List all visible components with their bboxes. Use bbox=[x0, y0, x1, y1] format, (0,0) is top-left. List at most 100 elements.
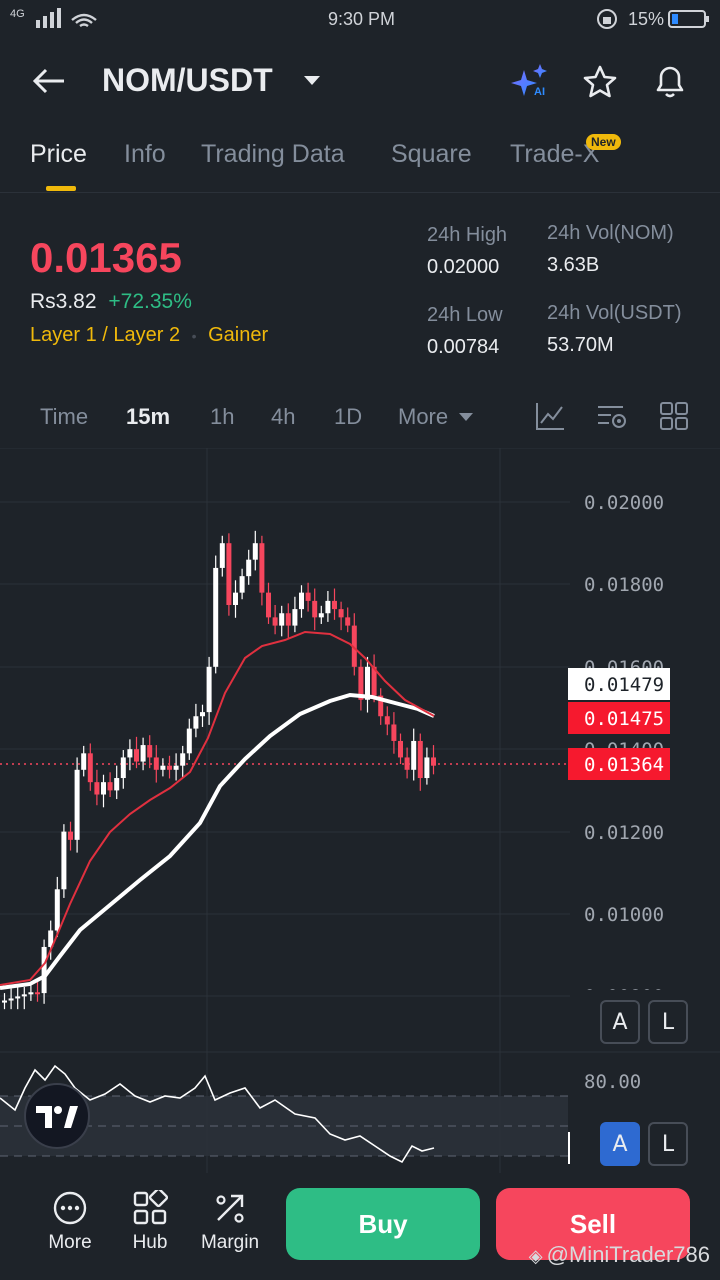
candle-body bbox=[305, 592, 311, 601]
svg-text:AI: AI bbox=[534, 86, 545, 98]
interval-1d[interactable]: 1D bbox=[334, 404, 363, 429]
rsi-auto-toggle[interactable]: A bbox=[600, 1122, 640, 1166]
ai-sparkle-icon[interactable]: AI bbox=[510, 62, 550, 102]
chevron-down-icon[interactable] bbox=[458, 412, 474, 424]
nav-more[interactable]: More bbox=[25, 1190, 115, 1254]
tag-gainer[interactable]: Gainer bbox=[208, 324, 269, 346]
candle-body bbox=[61, 831, 67, 890]
chart-canvas[interactable]: 0.02000 0.01800 0.01600 0.01400 0.01200 … bbox=[0, 447, 720, 1173]
high-value: 0.02000 bbox=[427, 256, 500, 278]
tab-price[interactable]: Price bbox=[30, 140, 87, 168]
battery-icon bbox=[668, 10, 709, 28]
ma-slow-price-box bbox=[568, 668, 670, 700]
more-dots-icon bbox=[53, 1191, 87, 1225]
candle-body bbox=[206, 666, 212, 713]
candle-body bbox=[87, 753, 93, 783]
new-badge: New bbox=[586, 134, 621, 150]
y-tick-label: 0.02000 bbox=[584, 492, 664, 514]
candle-body bbox=[411, 740, 417, 770]
vol-quote-value: 53.70M bbox=[547, 334, 614, 356]
nav-hub[interactable]: Hub bbox=[105, 1187, 195, 1254]
candle-body bbox=[107, 782, 113, 791]
interval-4h[interactable]: 4h bbox=[271, 404, 296, 429]
tab-square[interactable]: Square bbox=[391, 140, 472, 168]
log-scale-toggle[interactable]: L bbox=[648, 1000, 688, 1044]
bell-icon[interactable] bbox=[652, 62, 688, 100]
candle-body bbox=[259, 543, 265, 593]
candle-body bbox=[266, 592, 271, 618]
price-sub: Rs3.82 +72.35% bbox=[30, 290, 192, 314]
interval-time[interactable]: Time bbox=[40, 404, 89, 429]
rsi-log-toggle[interactable]: L bbox=[648, 1122, 688, 1166]
price-chart[interactable]: 0.02000 0.01800 0.01600 0.01400 0.01200 … bbox=[0, 447, 720, 1173]
candle-body bbox=[41, 946, 47, 994]
ma-fast-price-box bbox=[568, 702, 670, 734]
pair-title[interactable]: NOM/USDT bbox=[102, 62, 273, 98]
candle-body bbox=[134, 749, 139, 762]
candle-body bbox=[180, 753, 186, 766]
grid-layout-icon[interactable] bbox=[660, 401, 688, 431]
candle-body bbox=[398, 740, 403, 758]
rsi-tick-label: 80.00 bbox=[584, 1071, 641, 1093]
rsi-line bbox=[0, 1064, 435, 1164]
candle-body bbox=[101, 782, 106, 795]
candle-body bbox=[233, 592, 238, 605]
fiat-price: Rs3.82 bbox=[30, 290, 97, 313]
candle-body bbox=[325, 600, 331, 614]
candle-body bbox=[48, 930, 54, 947]
candle-body bbox=[246, 559, 252, 577]
candle-body bbox=[332, 600, 337, 610]
nav-more-label: More bbox=[48, 1232, 92, 1253]
arrow-left-icon[interactable] bbox=[32, 66, 68, 96]
candle-body bbox=[391, 724, 397, 741]
candles-group bbox=[2, 530, 436, 1010]
candle-body bbox=[21, 994, 27, 997]
candle-body bbox=[153, 757, 159, 770]
hub-icon bbox=[133, 1187, 169, 1225]
chart-settings-icon[interactable] bbox=[597, 401, 629, 431]
binance-logo-icon: ◈ bbox=[528, 1246, 543, 1266]
interval-more[interactable]: More bbox=[398, 404, 449, 429]
change-percent: +72.35% bbox=[108, 290, 192, 313]
sell-button[interactable]: Sell bbox=[496, 1188, 690, 1260]
watermark: ◈ @MiniTrader786 bbox=[529, 1242, 710, 1268]
vol-base-label: 24h Vol(NOM) bbox=[547, 222, 674, 244]
candle-body bbox=[140, 745, 146, 762]
candle-body bbox=[417, 740, 423, 779]
candle-body bbox=[94, 782, 100, 795]
tab-info[interactable]: Info bbox=[124, 140, 166, 168]
tab-trading-data[interactable]: Trading Data bbox=[201, 140, 345, 168]
buy-button[interactable]: Buy bbox=[286, 1188, 480, 1260]
candle-body bbox=[272, 617, 278, 626]
ma-fast-line bbox=[0, 630, 435, 986]
interval-15m[interactable]: 15m bbox=[126, 404, 171, 429]
candle-body bbox=[114, 778, 120, 791]
tag-layer[interactable]: Layer 1 / Layer 2 bbox=[30, 324, 181, 346]
interval-1h[interactable]: 1h bbox=[210, 404, 235, 429]
line-chart-icon[interactable] bbox=[535, 401, 565, 431]
candle-body bbox=[219, 543, 225, 568]
interval-bar: Time 15m 1h 4h 1D More bbox=[0, 398, 720, 438]
tab-trade-x[interactable]: Trade-X bbox=[510, 140, 600, 168]
candle-body bbox=[81, 753, 87, 770]
candle-body bbox=[35, 992, 40, 995]
last-price: 0.01365 bbox=[30, 234, 182, 281]
high-label: 24h High bbox=[427, 224, 508, 246]
candle-body bbox=[378, 695, 384, 717]
candle-body bbox=[2, 1000, 7, 1003]
auto-scale-toggle[interactable]: A bbox=[600, 1000, 640, 1044]
candle-body bbox=[285, 613, 291, 626]
nav-hub-label: Hub bbox=[132, 1232, 168, 1253]
tab-active-indicator bbox=[46, 186, 76, 191]
candle-body bbox=[351, 625, 357, 667]
candle-body bbox=[226, 543, 232, 605]
chevron-down-icon[interactable] bbox=[302, 74, 322, 88]
candle-body bbox=[120, 757, 126, 779]
candle-body bbox=[404, 757, 410, 770]
ma-fast-price-label: 0.01475 bbox=[584, 708, 664, 730]
star-icon[interactable] bbox=[582, 64, 618, 100]
candle-body bbox=[431, 757, 436, 766]
nav-margin[interactable]: Margin bbox=[185, 1190, 275, 1254]
candle-body bbox=[365, 666, 370, 700]
candle-body bbox=[299, 592, 304, 610]
